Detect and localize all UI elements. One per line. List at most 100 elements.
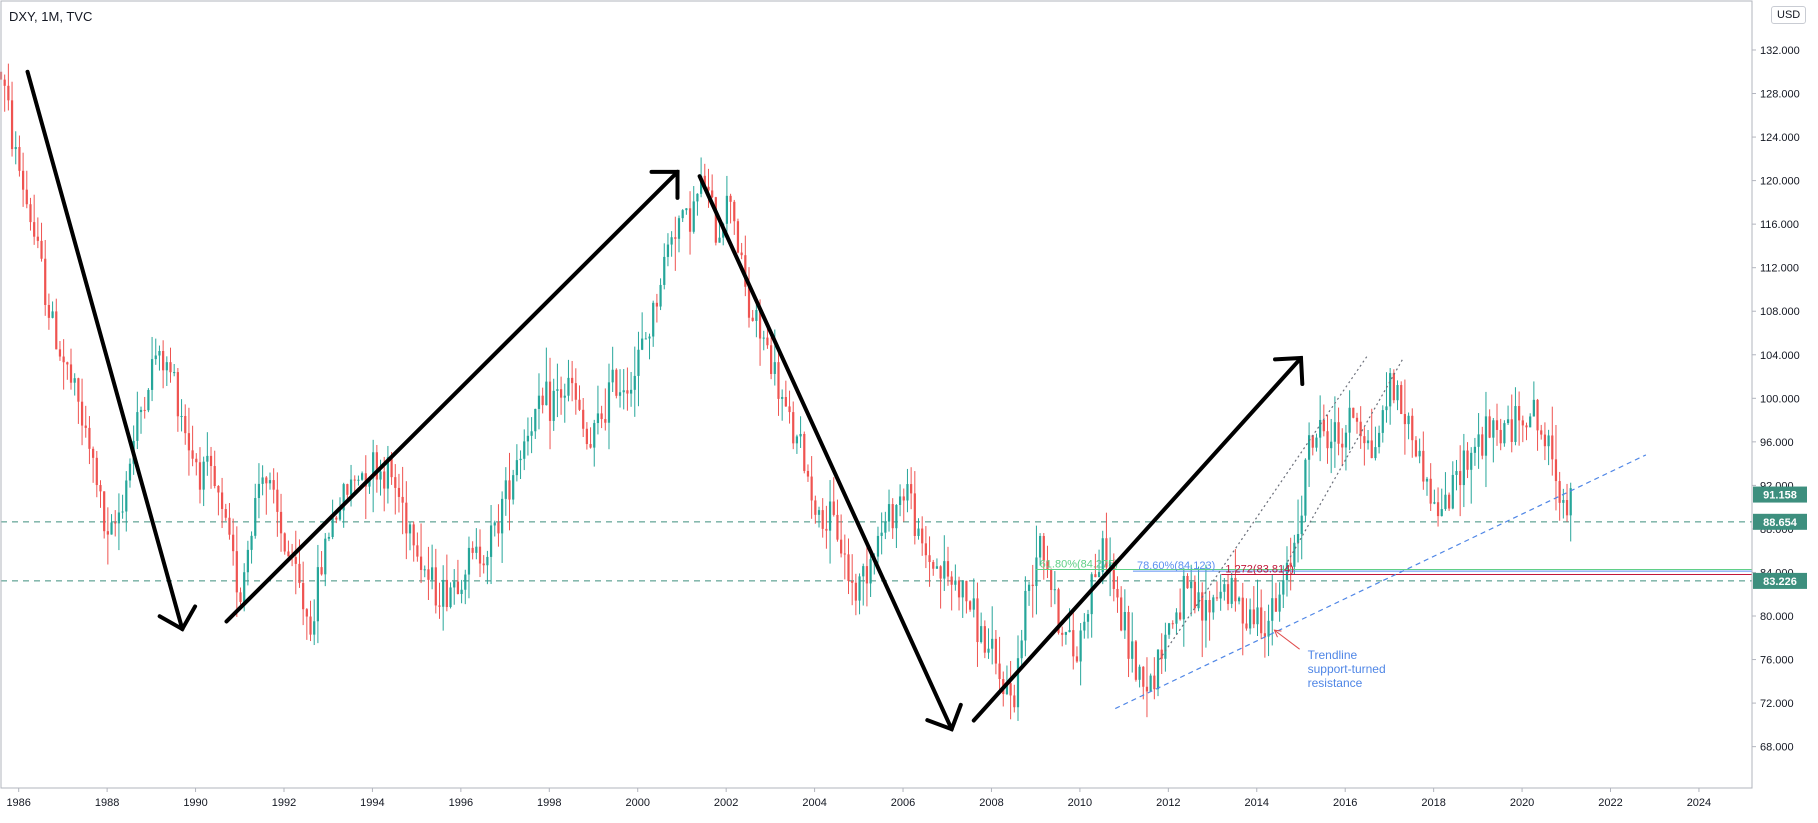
candle-body [302, 583, 305, 610]
candle-body [1079, 630, 1082, 662]
candle-body [1418, 450, 1421, 457]
candle-body [464, 574, 467, 590]
candle-body [688, 208, 692, 232]
candle-body [1296, 534, 1300, 543]
candle-body [357, 479, 360, 481]
candle-body [1333, 422, 1336, 442]
candle-body [1337, 422, 1340, 444]
candle-body [736, 221, 740, 253]
x-tick-label: 2006 [891, 797, 915, 809]
candle-body [917, 528, 920, 536]
candle-body [541, 395, 544, 406]
candle-body [250, 535, 253, 550]
candle-body [1558, 481, 1561, 503]
candle-body [220, 492, 224, 510]
candle-body [489, 525, 493, 557]
axes: 132.000 128.000 124.000 120.000 116.000 112.0… [0, 0, 1807, 809]
candle-body [1444, 494, 1447, 510]
candle-body [1551, 435, 1554, 460]
candle-body [1020, 640, 1023, 659]
candle-body [1057, 589, 1060, 633]
candle-body [1554, 459, 1558, 482]
candle-body [1319, 419, 1322, 438]
fib-level-label: 1.272(83.814) [1225, 563, 1294, 575]
candle-body [991, 638, 994, 649]
candle-body [445, 579, 448, 608]
candle-body [615, 369, 618, 396]
candle-body [18, 147, 21, 171]
candle-body [1075, 656, 1079, 662]
candle-body [1547, 435, 1550, 447]
candle-body [239, 592, 242, 602]
candle-body [847, 554, 850, 582]
candle-body [1400, 385, 1403, 414]
candle-body [593, 423, 596, 448]
x-tick-label: 2014 [1245, 797, 1269, 809]
candle-body [136, 412, 139, 441]
trendline [1115, 454, 1647, 710]
candle-body [1518, 406, 1521, 421]
candle-body [571, 377, 574, 384]
candle-body [585, 428, 588, 445]
x-tick-label: 1994 [360, 797, 384, 809]
candle-body [401, 496, 404, 503]
candle-body [806, 470, 810, 477]
candle-body [545, 381, 548, 406]
y-tick-label: 132.000 [1760, 45, 1800, 57]
candle-body [1068, 630, 1071, 633]
candle-body [814, 500, 817, 515]
candle-body [792, 412, 795, 444]
candle-body [1249, 609, 1252, 629]
last-price-box [1753, 486, 1807, 503]
candle-body [825, 528, 828, 531]
candle-body [1470, 452, 1473, 470]
candle-body [1271, 598, 1274, 621]
candle-body [1145, 686, 1149, 692]
candle-body [1462, 450, 1465, 486]
candle-body [1160, 649, 1163, 659]
candle-body [744, 255, 747, 287]
x-tick-label: 1990 [183, 797, 207, 809]
candle-body [725, 195, 729, 224]
candle-body [1064, 632, 1068, 635]
candle-body [1422, 450, 1425, 482]
candle-body [692, 201, 695, 232]
candle-body [1208, 600, 1211, 613]
candle-body [305, 609, 308, 617]
candle-body [626, 390, 629, 394]
candle-body [633, 375, 636, 390]
x-tick-label: 2018 [1421, 797, 1445, 809]
candle-body [1540, 430, 1543, 435]
price-label: 83.226 [1763, 576, 1797, 588]
candle-body [681, 210, 684, 219]
candle-body [29, 204, 32, 223]
candle-body [1448, 494, 1451, 509]
currency-badge[interactable]: USD [1771, 6, 1807, 24]
candle-body [419, 556, 423, 570]
candle-body [862, 566, 865, 577]
candle-body [386, 457, 390, 489]
candle-body [66, 362, 69, 365]
trend-arrow-shaft [697, 174, 954, 732]
candle-body [313, 621, 316, 635]
candle-body [88, 427, 91, 449]
candle-body [773, 362, 776, 374]
candle-body [1459, 471, 1462, 486]
candle-body [828, 501, 832, 531]
candle-body [1024, 590, 1027, 641]
candle-body [180, 416, 183, 418]
candle-body [1182, 575, 1185, 620]
candle-body [283, 533, 286, 552]
candle-body [939, 566, 942, 579]
candle-body [121, 511, 124, 513]
candle-body [449, 587, 452, 608]
candle-body [1027, 584, 1031, 591]
candle-body [946, 561, 950, 577]
candle-body [998, 663, 1001, 680]
candle-body [519, 458, 522, 461]
fib-level-label: 78.60%(84.123) [1137, 560, 1215, 572]
candle-body [1053, 589, 1056, 591]
candle-body [1083, 621, 1086, 631]
candle-body [431, 567, 434, 580]
